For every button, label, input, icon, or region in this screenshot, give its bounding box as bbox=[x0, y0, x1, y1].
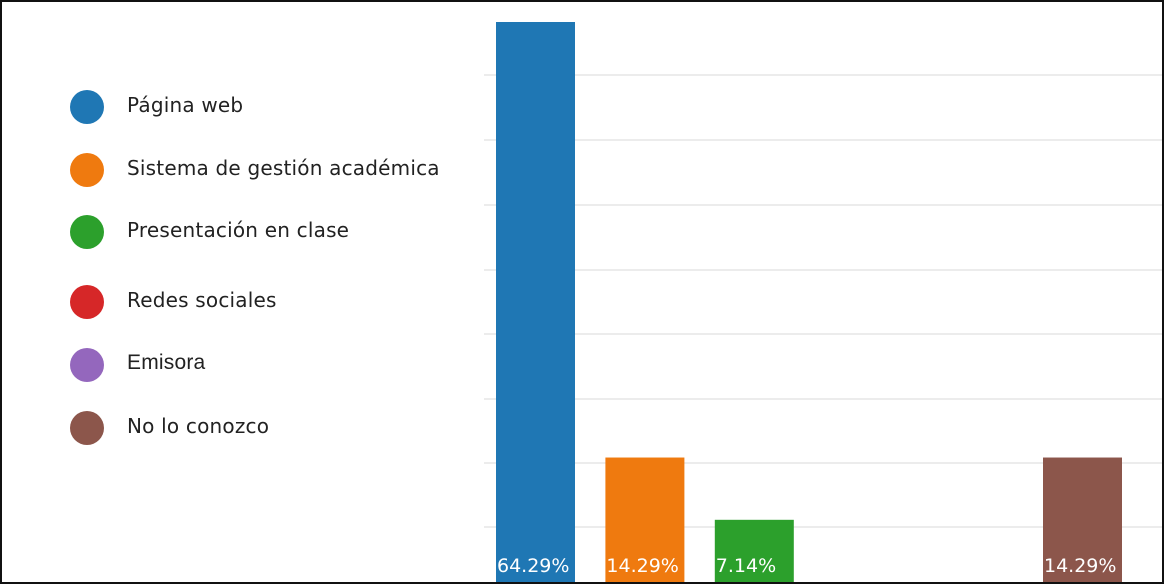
bar-label-no-lo-conozco: 14.29% bbox=[1044, 555, 1116, 577]
bar-sistema-de-gestion-academica bbox=[605, 457, 685, 582]
legend: Página web Sistema de gestión académica … bbox=[2, 2, 472, 582]
legend-label-no-lo-conozco: No lo conozco bbox=[127, 414, 270, 438]
legend-swatch-pagina-web bbox=[70, 90, 104, 124]
legend-label-emisora: Emisora bbox=[127, 351, 206, 374]
bar-presentacion-en-clase bbox=[714, 519, 794, 582]
legend-swatch-redes-sociales bbox=[70, 285, 104, 319]
bar-no-lo-conozco bbox=[1043, 457, 1122, 582]
legend-swatch-sistema-de-gestion bbox=[70, 153, 104, 187]
bar-label-pagina-web: 64.29% bbox=[497, 555, 569, 577]
legend-label-presentacion-en-clase: Presentación en clase bbox=[127, 218, 350, 242]
bar-label-presentacion-en-clase: 7.14% bbox=[716, 555, 776, 577]
legend-swatch-no-lo-conozco bbox=[70, 411, 104, 445]
bar-label-sistema-de-gestion-academica: 14.29% bbox=[606, 555, 678, 577]
legend-label-redes-sociales: Redes sociales bbox=[127, 288, 277, 312]
legend-label-pagina-web: Página web bbox=[127, 93, 244, 117]
legend-swatch-presentacion-en-clase bbox=[70, 215, 104, 249]
bar-pagina-web bbox=[496, 22, 575, 582]
legend-swatch-emisora bbox=[70, 348, 104, 382]
legend-label-sistema-de-gestion: Sistema de gestión académica bbox=[127, 156, 440, 180]
